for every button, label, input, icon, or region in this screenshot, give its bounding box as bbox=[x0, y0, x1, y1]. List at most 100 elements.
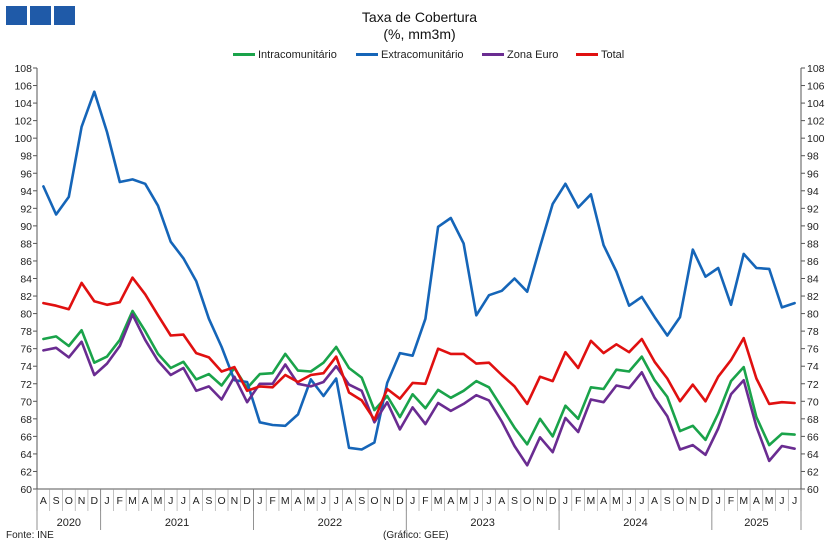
y-tick-label-right-100: 100 bbox=[807, 133, 825, 145]
logo-block-2 bbox=[30, 6, 51, 25]
month-label-57: M bbox=[765, 495, 774, 507]
series-line-intracomunit-rio bbox=[42, 309, 796, 447]
y-tick-label-right-106: 106 bbox=[807, 81, 825, 93]
month-label-8: A bbox=[142, 495, 149, 507]
y-tick-label-right-86: 86 bbox=[807, 256, 819, 268]
month-label-24: A bbox=[345, 495, 352, 507]
y-tick-label-left-60: 60 bbox=[20, 484, 32, 496]
y-tick-label-right-98: 98 bbox=[807, 151, 819, 163]
month-label-49: S bbox=[664, 495, 671, 507]
month-label-3: N bbox=[78, 495, 86, 507]
month-label-48: A bbox=[651, 495, 658, 507]
y-tick-label-right-68: 68 bbox=[807, 414, 819, 426]
month-label-19: M bbox=[281, 495, 290, 507]
y-tick-label-left-76: 76 bbox=[20, 344, 32, 356]
year-label-2020: 2020 bbox=[57, 517, 81, 529]
year-label-2025: 2025 bbox=[744, 517, 768, 529]
month-label-2: O bbox=[65, 495, 73, 507]
month-label-18: F bbox=[269, 495, 275, 507]
y-tick-label-right-96: 96 bbox=[807, 168, 819, 180]
y-tick-label-right-74: 74 bbox=[807, 361, 819, 373]
month-label-21: M bbox=[306, 495, 315, 507]
month-label-15: N bbox=[231, 495, 239, 507]
month-label-32: A bbox=[447, 495, 454, 507]
month-label-44: A bbox=[600, 495, 607, 507]
series-line-total bbox=[42, 276, 796, 422]
month-label-5: J bbox=[104, 495, 109, 507]
legend-swatch-zona-euro bbox=[482, 52, 504, 56]
y-tick-label-left-68: 68 bbox=[20, 414, 32, 426]
y-tick-label-right-84: 84 bbox=[807, 274, 819, 286]
y-tick-label-left-106: 106 bbox=[14, 81, 32, 93]
chart-legend: Intracomunitário Extracomunitário Zona E… bbox=[0, 49, 839, 65]
y-tick-label-right-72: 72 bbox=[807, 379, 819, 391]
month-label-26: O bbox=[370, 495, 378, 507]
y-tick-label-right-64: 64 bbox=[807, 449, 819, 461]
y-tick-label-left-102: 102 bbox=[14, 116, 32, 128]
month-label-41: J bbox=[563, 495, 568, 507]
y-tick-label-left-90: 90 bbox=[20, 221, 32, 233]
y-tick-label-left-66: 66 bbox=[20, 431, 32, 443]
month-label-16: D bbox=[243, 495, 251, 507]
legend-label-extracomunitario: Extracomunitário bbox=[381, 49, 464, 61]
year-label-2023: 2023 bbox=[470, 517, 494, 529]
y-tick-label-left-70: 70 bbox=[20, 396, 32, 408]
legend-label-total: Total bbox=[601, 49, 625, 61]
y-tick-label-left-96: 96 bbox=[20, 168, 32, 180]
month-label-12: A bbox=[193, 495, 200, 507]
legend-item-intracomunitario: Intracomunitário bbox=[233, 49, 337, 61]
chart-subtitle: (%, mm3m) bbox=[383, 26, 456, 42]
y-tick-label-left-64: 64 bbox=[20, 449, 32, 461]
month-label-39: N bbox=[536, 495, 544, 507]
month-label-0: A bbox=[40, 495, 47, 507]
y-tick-label-right-60: 60 bbox=[807, 484, 819, 496]
legend-item-total: Total bbox=[576, 49, 624, 61]
y-tick-label-right-66: 66 bbox=[807, 431, 819, 443]
y-tick-label-left-98: 98 bbox=[20, 151, 32, 163]
month-label-52: D bbox=[702, 495, 710, 507]
y-tick-label-left-72: 72 bbox=[20, 379, 32, 391]
month-label-31: M bbox=[434, 495, 443, 507]
month-label-9: M bbox=[154, 495, 163, 507]
month-label-29: J bbox=[410, 495, 415, 507]
month-label-45: M bbox=[612, 495, 621, 507]
y-tick-label-right-108: 108 bbox=[807, 63, 825, 75]
source-note: Fonte: INE bbox=[6, 530, 54, 541]
logo-block-3 bbox=[54, 6, 75, 25]
y-tick-label-left-86: 86 bbox=[20, 256, 32, 268]
month-label-10: J bbox=[168, 495, 173, 507]
month-label-23: J bbox=[334, 495, 339, 507]
month-label-51: N bbox=[689, 495, 697, 507]
month-label-43: M bbox=[587, 495, 596, 507]
legend-swatch-total bbox=[576, 52, 598, 56]
chart-title: Taxa de Cobertura bbox=[361, 9, 478, 25]
y-tick-label-left-74: 74 bbox=[20, 361, 32, 373]
month-label-14: O bbox=[218, 495, 226, 507]
legend-swatch-intracomunitario bbox=[233, 52, 255, 56]
series-line-extracomunit-rio bbox=[42, 90, 796, 451]
month-label-6: F bbox=[117, 495, 123, 507]
month-label-38: O bbox=[523, 495, 531, 507]
month-label-22: J bbox=[321, 495, 326, 507]
month-label-46: J bbox=[626, 495, 631, 507]
month-label-30: F bbox=[422, 495, 428, 507]
month-label-59: J bbox=[792, 495, 797, 507]
legend-label-zona-euro: Zona Euro bbox=[507, 49, 559, 61]
month-label-17: J bbox=[257, 495, 262, 507]
month-label-7: M bbox=[128, 495, 137, 507]
y-tick-label-left-84: 84 bbox=[20, 274, 32, 286]
y-tick-label-right-90: 90 bbox=[807, 221, 819, 233]
y-tick-label-right-76: 76 bbox=[807, 344, 819, 356]
legend-item-extracomunitario: Extracomunitário bbox=[356, 49, 464, 61]
y-tick-label-left-108: 108 bbox=[14, 63, 32, 75]
month-label-35: J bbox=[486, 495, 491, 507]
y-tick-label-right-102: 102 bbox=[807, 116, 825, 128]
month-label-20: A bbox=[295, 495, 302, 507]
month-label-42: F bbox=[575, 495, 581, 507]
y-tick-label-right-94: 94 bbox=[807, 186, 819, 198]
year-label-2022: 2022 bbox=[318, 517, 342, 529]
y-tick-label-right-62: 62 bbox=[807, 466, 819, 478]
credit-note: (Gráfico: GEE) bbox=[383, 530, 449, 541]
y-tick-label-right-88: 88 bbox=[807, 238, 819, 250]
month-label-25: S bbox=[358, 495, 365, 507]
